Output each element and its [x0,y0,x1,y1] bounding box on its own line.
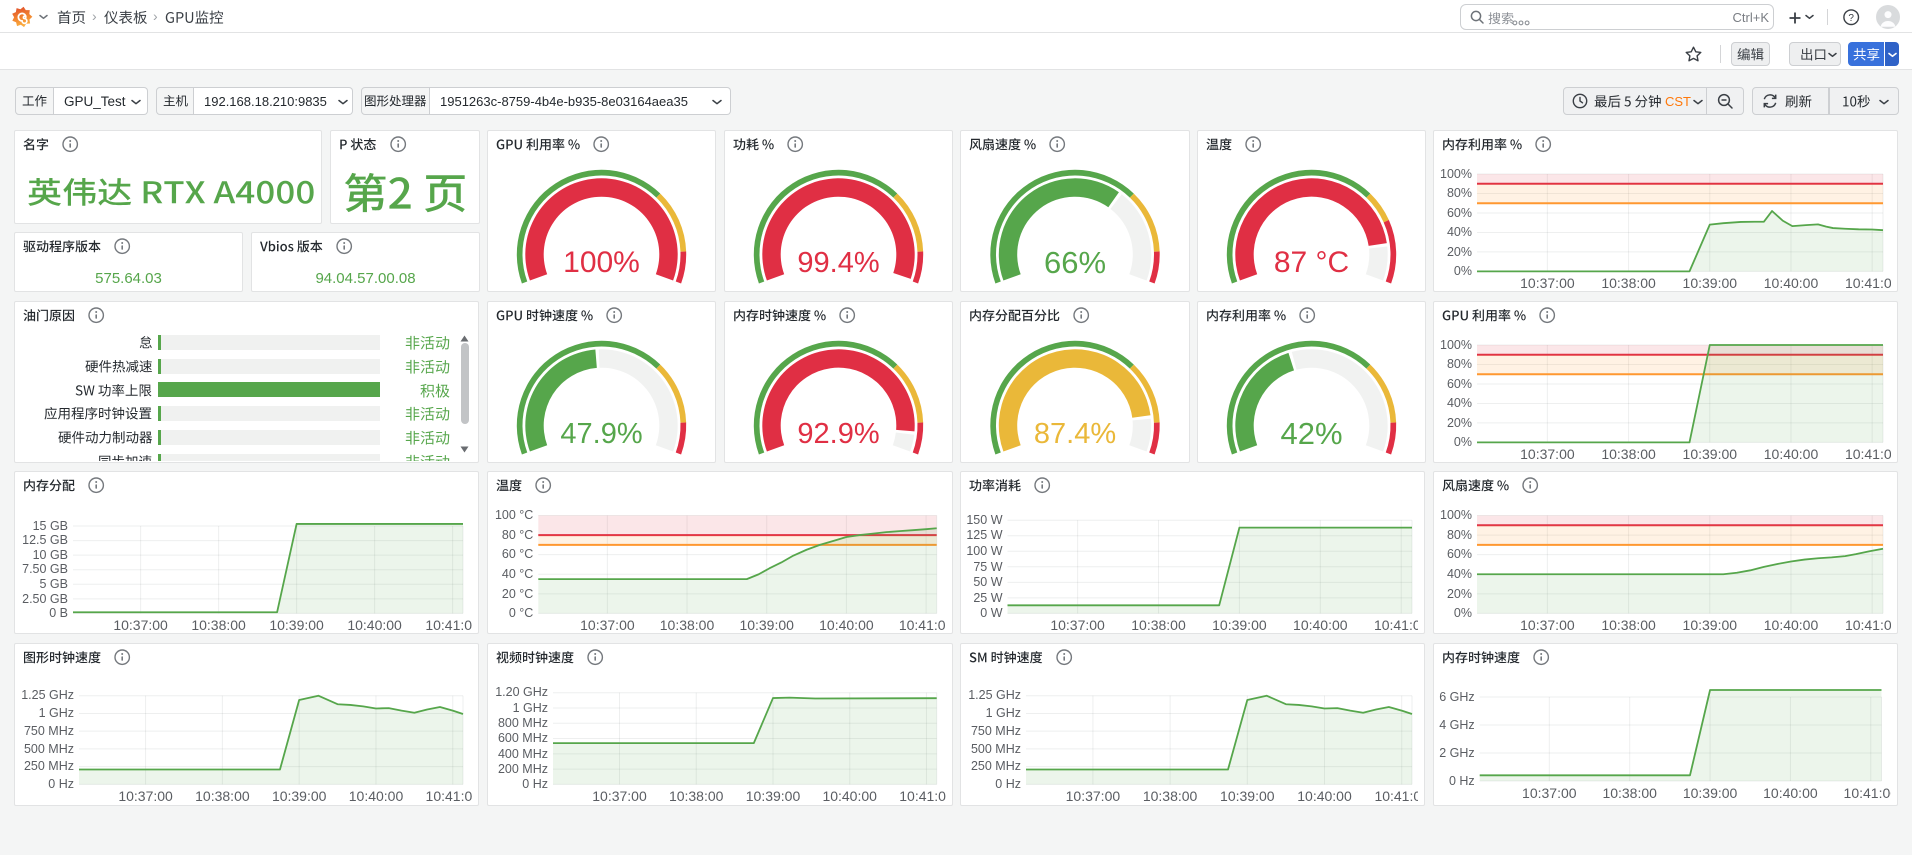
svg-text:?: ? [1848,13,1854,24]
